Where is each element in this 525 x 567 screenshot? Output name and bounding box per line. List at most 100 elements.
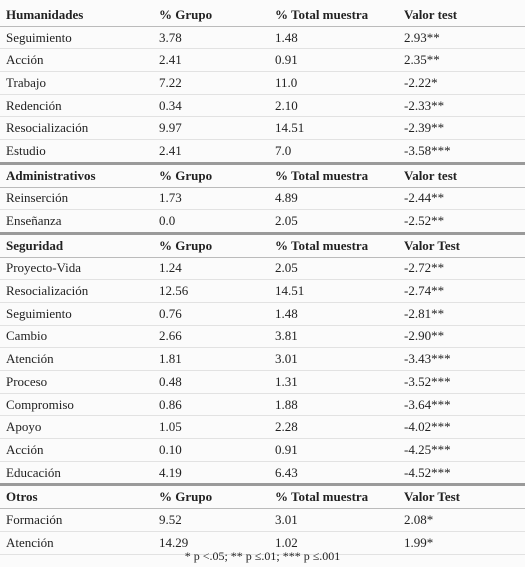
data-row: Educación 4.19 6.43 -4.52***: [0, 461, 525, 486]
header-cell: % Grupo: [153, 161, 269, 188]
data-cell: -3.52***: [398, 370, 525, 394]
data-row: Formación 9.52 3.01 2.08*: [0, 508, 525, 532]
data-cell: 2.93**: [398, 26, 525, 50]
header-cell: Valor test: [398, 161, 525, 188]
data-cell: 2.66: [153, 325, 269, 349]
data-cell: 2.08*: [398, 508, 525, 532]
header-cell: Humanidades: [0, 4, 153, 27]
data-cell: 1.05: [153, 415, 269, 440]
data-cell: 0.34: [153, 94, 269, 118]
data-cell: 14.51: [269, 279, 398, 303]
data-cell: Proyecto-Vida: [0, 257, 153, 281]
data-cell: 3.01: [269, 347, 398, 371]
data-cell: Formación: [0, 508, 153, 532]
data-cell: Apoyo: [0, 415, 153, 440]
header-cell: % Grupo: [153, 4, 269, 27]
data-cell: 1.02: [269, 531, 398, 555]
data-cell: Seguimiento: [0, 26, 153, 50]
data-cell: -2.22*: [398, 71, 525, 95]
header-cell: Valor Test: [398, 231, 525, 258]
section-header-row: Otros% Grupo% Total muestra Valor Test: [0, 483, 525, 510]
data-row: Trabajo 7.22 11.0 -2.22*: [0, 71, 525, 95]
data-cell: -2.90**: [398, 325, 525, 349]
data-cell: 1.24: [153, 257, 269, 281]
data-cell: 0.91: [269, 48, 398, 73]
data-cell: Resocialización: [0, 279, 153, 303]
data-cell: 9.97: [153, 116, 269, 141]
data-cell: Enseñanza: [0, 209, 153, 234]
data-row: Reinserción 1.73 4.89 -2.44**: [0, 187, 525, 211]
data-cell: 1.81: [153, 347, 269, 371]
data-cell: 3.78: [153, 26, 269, 50]
data-row: Cambio 2.66 3.81 -2.90**: [0, 325, 525, 349]
data-cell: Proceso: [0, 370, 153, 394]
data-cell: 1.73: [153, 187, 269, 211]
data-cell: 14.29: [153, 531, 269, 555]
header-cell: % Grupo: [153, 483, 269, 510]
data-cell: 2.10: [269, 94, 398, 118]
data-cell: 9.52: [153, 508, 269, 532]
data-row: Resocialización 12.56 14.51 -2.74**: [0, 279, 525, 303]
data-cell: -4.52***: [398, 461, 525, 486]
header-cell: Administrativos: [0, 161, 153, 188]
footnote: * p <.05; ** p ≤.01; *** p ≤.001: [184, 549, 341, 563]
data-cell: 1.99*: [398, 531, 525, 555]
section-header-row: Administrativos% Grupo% Total muestra Val…: [0, 161, 525, 188]
header-cell: % Grupo: [153, 231, 269, 258]
data-cell: 14.51: [269, 116, 398, 141]
data-cell: -4.02***: [398, 415, 525, 440]
data-cell: -4.25***: [398, 438, 525, 462]
data-cell: 1.48: [269, 26, 398, 50]
data-cell: Redención: [0, 94, 153, 118]
data-cell: -2.44**: [398, 187, 525, 211]
header-cell: Valor test: [398, 4, 525, 27]
data-cell: Acción: [0, 438, 153, 462]
data-cell: Atención: [0, 531, 153, 555]
data-row: Enseñanza 0.0 2.05 -2.52**: [0, 209, 525, 234]
data-row: Redención 0.34 2.10 -2.33**: [0, 94, 525, 118]
data-cell: 0.86: [153, 393, 269, 417]
data-cell: -3.64***: [398, 393, 525, 417]
data-cell: -2.52**: [398, 209, 525, 234]
data-cell: -2.74**: [398, 279, 525, 303]
data-cell: 0.10: [153, 438, 269, 462]
data-cell: 4.89: [269, 187, 398, 211]
data-cell: 3.81: [269, 325, 398, 349]
data-cell: 3.01: [269, 508, 398, 532]
data-cell: 7.22: [153, 71, 269, 95]
data-cell: 2.41: [153, 48, 269, 73]
data-cell: Compromiso: [0, 393, 153, 417]
data-cell: 7.0: [269, 139, 398, 164]
data-cell: -3.58***: [398, 139, 525, 164]
data-cell: Educación: [0, 461, 153, 486]
data-cell: -2.39**: [398, 116, 525, 141]
results-table: Humanidades% Grupo% Total muestra Valor t…: [0, 4, 525, 555]
header-cell: % Total muestra: [269, 483, 398, 510]
data-row: Acción 0.10 0.91 -4.25***: [0, 438, 525, 462]
data-cell: 2.41: [153, 139, 269, 164]
data-cell: Seguimiento: [0, 302, 153, 326]
data-cell: 0.76: [153, 302, 269, 326]
data-cell: 12.56: [153, 279, 269, 303]
header-cell: % Total muestra: [269, 161, 398, 188]
data-cell: Atención: [0, 347, 153, 371]
data-cell: 2.05: [269, 209, 398, 234]
data-cell: 6.43: [269, 461, 398, 486]
header-cell: % Total muestra: [269, 4, 398, 27]
header-cell: Valor Test: [398, 483, 525, 510]
data-row: Resocialización 9.97 14.51 -2.39**: [0, 116, 525, 141]
data-row: Atención 1.81 3.01 -3.43***: [0, 347, 525, 371]
data-cell: -2.72**: [398, 257, 525, 281]
header-cell: Otros: [0, 483, 153, 510]
data-cell: 11.0: [269, 71, 398, 95]
header-cell: Seguridad: [0, 231, 153, 258]
data-cell: Reinserción: [0, 187, 153, 211]
data-cell: 4.19: [153, 461, 269, 486]
data-cell: -3.43***: [398, 347, 525, 371]
data-cell: 2.35**: [398, 48, 525, 73]
data-cell: Resocialización: [0, 116, 153, 141]
data-cell: Cambio: [0, 325, 153, 349]
data-cell: 0.0: [153, 209, 269, 234]
data-row: Compromiso 0.86 1.88 -3.64***: [0, 393, 525, 417]
